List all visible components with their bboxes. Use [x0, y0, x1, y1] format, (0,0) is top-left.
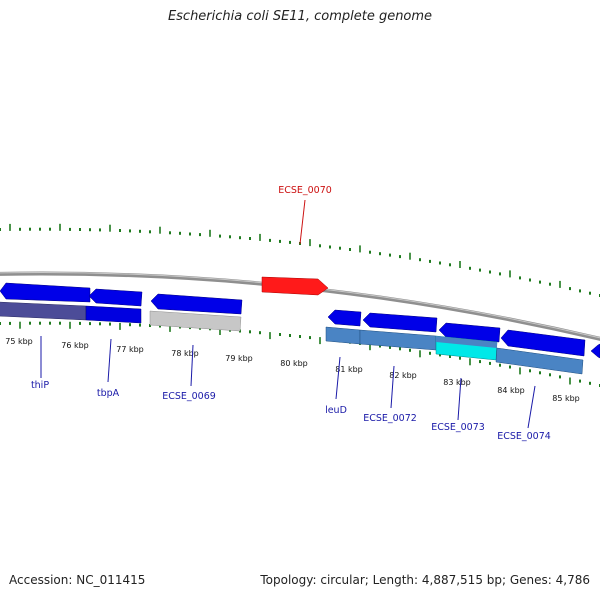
- scale-label: 78 kbp: [171, 349, 199, 358]
- scale-label: 81 kbp: [335, 365, 363, 374]
- scale-label: 79 kbp: [225, 354, 253, 363]
- leader-line-ecse-0069: [190, 344, 194, 387]
- gene-arrow-ecse-0074[interactable]: [500, 329, 586, 357]
- gene-label-thip[interactable]: thiP: [31, 380, 49, 391]
- gene-label-leud[interactable]: leuD: [325, 405, 347, 416]
- gene-arrow-ecse-0072[interactable]: [362, 312, 438, 333]
- feature-bar-ecse-0074: [495, 347, 584, 375]
- gene-arrow-ecse-0070[interactable]: [261, 276, 329, 296]
- gene-label-ecse-0070[interactable]: ECSE_0070: [278, 185, 332, 196]
- gene-arrow-next[interactable]: [590, 343, 600, 359]
- gene-label-ecse-0073[interactable]: ECSE_0073: [431, 422, 485, 433]
- feature-bar-ecse-0073-top: [436, 336, 497, 348]
- feature-bar-ecse-0069: [149, 310, 242, 332]
- gene-arrow-leud[interactable]: [327, 309, 362, 327]
- scale-label: 84 kbp: [497, 386, 525, 395]
- scale-label: 83 kbp: [443, 378, 471, 387]
- gene-arrow-tbpa[interactable]: [88, 288, 143, 307]
- gene-labels: thiP tbpA ECSE_0069 ECSE_0070 leuD ECSE_0072 E…: [31, 185, 551, 442]
- outer-tick-ring: [0, 223, 600, 297]
- scale-label: 85 kbp: [552, 394, 580, 403]
- leader-line-ecse-0072: [390, 365, 395, 409]
- gene-arrow-thip[interactable]: [0, 282, 91, 303]
- leader-line-ecse-0073: [457, 377, 462, 421]
- feature-bar-ecse-0072: [359, 329, 437, 351]
- scale-label: 80 kbp: [280, 359, 308, 368]
- leader-line-leud: [335, 356, 341, 400]
- gene-label-ecse-0074[interactable]: ECSE_0074: [497, 431, 551, 442]
- leader-line-tbpa: [107, 338, 112, 383]
- scale-label: 82 kbp: [389, 371, 417, 380]
- scale-label: 75 kbp: [5, 337, 33, 346]
- genome-summary-text: Topology: circular; Length: 4,887,515 bp…: [260, 573, 590, 587]
- feature-bar-leud: [325, 326, 361, 345]
- leader-line-ecse-0074: [527, 385, 536, 429]
- accession-text: Accession: NC_011415: [9, 573, 146, 587]
- leader-line-ecse-0070: [299, 199, 306, 245]
- feature-bar-tbpa: [85, 305, 142, 324]
- gene-arrow-ecse-0069[interactable]: [150, 293, 243, 315]
- scale-label: 77 kbp: [116, 345, 144, 354]
- genome-title: Escherichia coli SE11, complete genome: [167, 9, 433, 24]
- gene-label-ecse-0069[interactable]: ECSE_0069: [162, 391, 216, 402]
- scale-labels: 75 kbp 76 kbp 77 kbp 78 kbp 79 kbp 80 kbp 81 k…: [5, 337, 580, 403]
- feature-bar-thip: [0, 301, 87, 321]
- scale-label: 76 kbp: [61, 341, 89, 350]
- gene-label-tbpa[interactable]: tbpA: [97, 388, 120, 399]
- gene-label-ecse-0072[interactable]: ECSE_0072: [363, 413, 417, 424]
